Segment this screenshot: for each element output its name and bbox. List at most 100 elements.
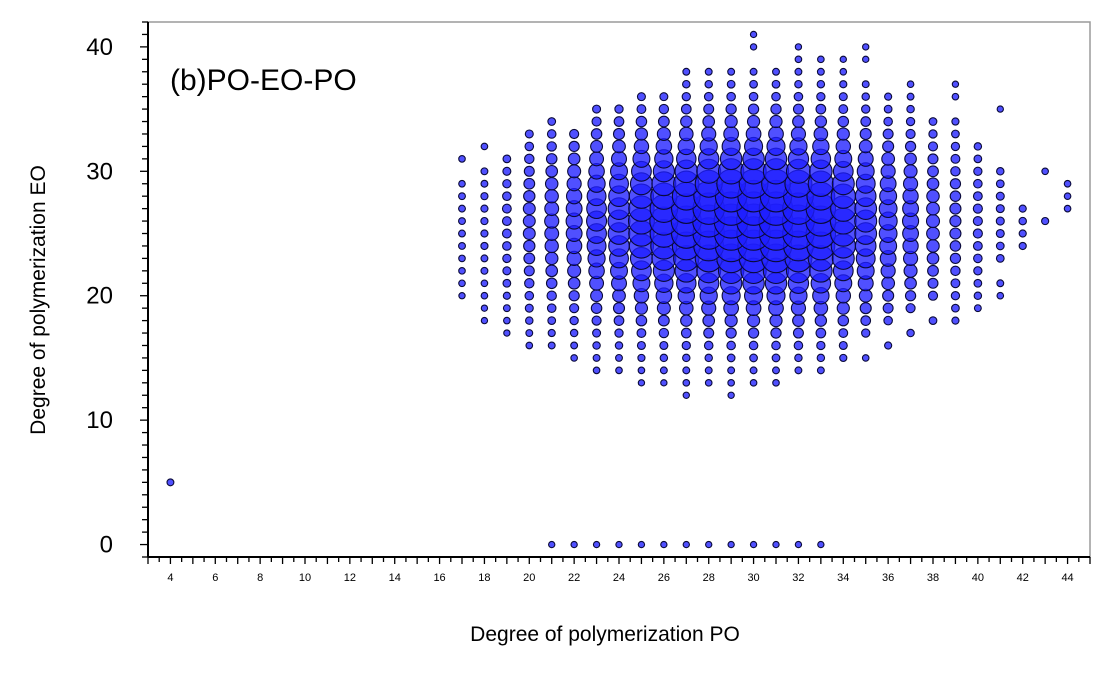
bubble-point bbox=[836, 127, 850, 141]
bubble-point bbox=[861, 104, 871, 114]
bubble-point bbox=[615, 540, 623, 549]
bubble-point bbox=[881, 151, 896, 166]
bubble-point bbox=[545, 264, 559, 278]
bubble-point bbox=[839, 67, 848, 76]
bubble-point bbox=[951, 303, 960, 313]
bubble-point bbox=[568, 140, 580, 153]
bubble-point bbox=[927, 141, 939, 152]
bubble-point bbox=[480, 266, 489, 275]
bubble-point bbox=[480, 192, 489, 201]
x-tick-label: 20 bbox=[523, 572, 535, 584]
bubble-point bbox=[814, 115, 828, 128]
bubble-point bbox=[859, 302, 872, 315]
y-axis-title: Degree of polymerization EO bbox=[27, 165, 50, 435]
bubble-point bbox=[680, 115, 693, 128]
bubble-point bbox=[546, 129, 557, 139]
bubble-point bbox=[592, 366, 601, 375]
bubble-point bbox=[659, 353, 669, 363]
bubble-point bbox=[906, 80, 915, 89]
bubble-point bbox=[949, 252, 962, 265]
bubble-point bbox=[544, 251, 559, 266]
bubble-point bbox=[769, 114, 783, 129]
bubble-point bbox=[772, 67, 780, 76]
bubble-point bbox=[480, 241, 489, 251]
bubble-point bbox=[569, 303, 580, 314]
bubble-point bbox=[973, 304, 982, 313]
bubble-point bbox=[480, 229, 489, 238]
bubble-point bbox=[973, 166, 983, 176]
bubble-point bbox=[925, 214, 941, 229]
bubble-point bbox=[502, 291, 511, 300]
bubble-point bbox=[545, 164, 559, 178]
bubble-point bbox=[1063, 204, 1072, 213]
bubble-point bbox=[749, 540, 758, 549]
bubble-point bbox=[746, 313, 761, 328]
bubble-point bbox=[703, 103, 715, 115]
bubble-point bbox=[951, 316, 960, 325]
bubble-point bbox=[792, 314, 805, 327]
bubble-point bbox=[502, 191, 512, 201]
bubble-point bbox=[839, 353, 848, 363]
bubble-point bbox=[682, 79, 691, 89]
bubble-point bbox=[704, 366, 713, 375]
bubble-point bbox=[681, 340, 691, 351]
bubble-point bbox=[610, 150, 628, 167]
bubble-point bbox=[633, 138, 650, 155]
bubble-point bbox=[701, 126, 717, 142]
bubble-point bbox=[727, 366, 736, 375]
bubble-point bbox=[880, 163, 896, 179]
bubble-point bbox=[480, 291, 489, 300]
bubble-point bbox=[1041, 216, 1050, 226]
bubble-point bbox=[769, 313, 783, 328]
bubble-point bbox=[951, 80, 960, 88]
x-tick-label: 16 bbox=[433, 572, 445, 584]
bubble-point bbox=[480, 167, 489, 176]
bubble-point bbox=[547, 341, 556, 350]
bubble-point bbox=[927, 153, 939, 165]
bubble-point bbox=[544, 213, 560, 229]
x-tick-label: 28 bbox=[703, 572, 715, 584]
bubble-point bbox=[883, 104, 893, 114]
bubble-point bbox=[725, 327, 737, 339]
bubble-point bbox=[524, 129, 534, 139]
bubble-point bbox=[904, 276, 917, 290]
bubble-point bbox=[547, 316, 557, 325]
bubble-point bbox=[525, 316, 534, 325]
bubble-point bbox=[772, 378, 780, 387]
bubble-point bbox=[883, 315, 893, 326]
bubble-point bbox=[726, 340, 736, 351]
bubble-point bbox=[591, 116, 602, 127]
bubble-point bbox=[950, 141, 961, 152]
bubble-point bbox=[524, 303, 534, 313]
bubble-point bbox=[902, 176, 919, 192]
bubble-point bbox=[702, 115, 716, 128]
x-tick-label: 44 bbox=[1061, 572, 1073, 584]
bubble-point bbox=[682, 540, 690, 549]
bubble-point bbox=[546, 141, 557, 152]
x-axis-title: Degree of polymerization PO bbox=[470, 623, 740, 646]
bubble-point bbox=[949, 190, 962, 202]
bubble-point bbox=[502, 253, 512, 264]
bubble-point bbox=[480, 254, 489, 263]
bubble-point bbox=[973, 278, 983, 288]
bubble-point bbox=[906, 92, 915, 101]
bubble-point bbox=[613, 116, 625, 127]
bubble-point bbox=[794, 55, 803, 64]
bubble-layer bbox=[166, 30, 1072, 549]
bubble-point bbox=[458, 155, 466, 163]
bubble-point bbox=[480, 304, 489, 312]
bubble-point bbox=[635, 115, 648, 128]
bubble-point bbox=[951, 92, 960, 101]
panel-annotation: (b)PO-EO-PO bbox=[170, 64, 357, 97]
bubble-point bbox=[817, 540, 825, 549]
bubble-point bbox=[637, 366, 646, 375]
bubble-point bbox=[657, 115, 670, 128]
x-tick-label: 26 bbox=[658, 572, 670, 584]
bubble-point bbox=[835, 138, 852, 155]
bubble-point bbox=[881, 276, 896, 291]
bubble-point bbox=[746, 114, 761, 129]
bubble-point bbox=[658, 327, 670, 339]
bubble-point bbox=[612, 127, 626, 141]
bubble-point bbox=[480, 142, 489, 151]
bubble-point bbox=[951, 117, 960, 126]
